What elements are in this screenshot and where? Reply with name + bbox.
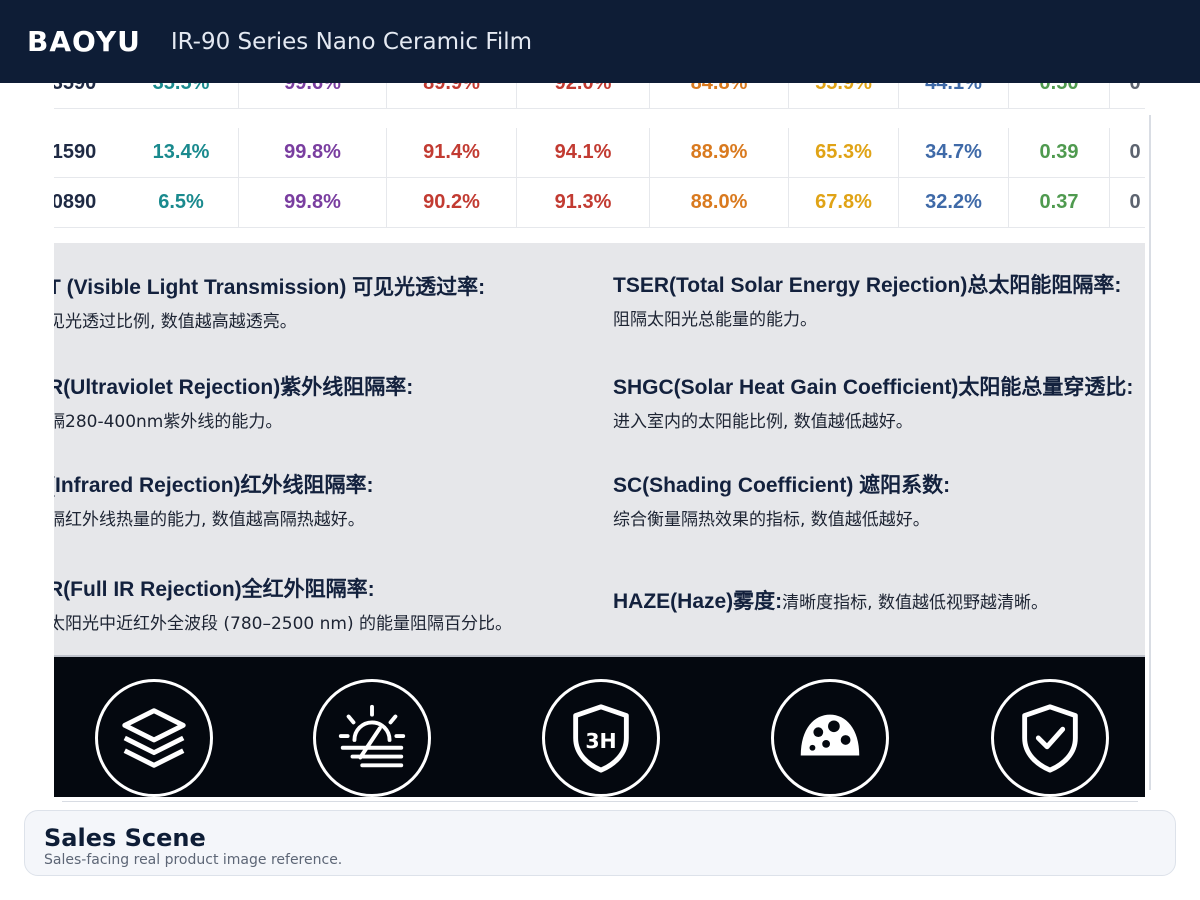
definition-desc: 进入室内的太阳能比例, 数值越低越好。	[613, 412, 913, 432]
definition-tser: TSER(Total Solar Energy Rejection)总太阳能阻隔…	[613, 269, 1121, 330]
definition-uvr: R(Ultraviolet Rejection)紫外线阻隔率: 隔280-400…	[54, 371, 413, 432]
table-cell: 84.8%	[650, 83, 789, 108]
table-cell: 91.4%	[387, 128, 517, 177]
app-header: BAOYU IR-90 Series Nano Ceramic Film	[0, 0, 1200, 83]
table-row: 1590 13.4% 99.8% 91.4% 94.1% 88.9% 65.3%…	[54, 128, 1145, 178]
product-image: 3590 35.5% 99.6% 89.9% 92.0% 84.8% 55.9%…	[54, 83, 1145, 797]
definition-desc: 隔280-400nm紫外线的能力。	[54, 412, 283, 432]
page-title: IR-90 Series Nano Ceramic Film	[170, 28, 533, 55]
model-cell: 1590	[54, 141, 97, 163]
caption-card: Sales Scene Sales-facing real product im…	[24, 810, 1176, 876]
definition-sc: SC(Shading Coefficient) 遮阳系数: 综合衡量隔热效果的指…	[613, 469, 950, 530]
table-cell: 13.4%	[124, 128, 239, 177]
table-cell: 91.3%	[517, 178, 650, 227]
table-cell: 90.2%	[387, 178, 517, 227]
definition-haze: HAZE(Haze)雾度:清晰度指标, 数值越低视野越清晰。	[613, 585, 1048, 615]
caption-subtitle: Sales-facing real product image referenc…	[44, 852, 343, 868]
table-cell: 88.0%	[650, 178, 789, 227]
table-cell: 35.5%	[124, 83, 239, 108]
table-cell: 0	[1129, 141, 1141, 163]
definition-shgc: SHGC(Solar Heat Gain Coefficient)太阳能总量穿透…	[613, 371, 1133, 432]
definition-title: R(Full IR Rejection)全红外阻隔率:	[54, 578, 375, 601]
table-cell: 67.8%	[789, 178, 899, 227]
divider	[62, 801, 1138, 802]
definition-title: (Infrared Rejection)红外线阻隔率:	[54, 474, 374, 497]
table-cell: 99.8%	[239, 178, 387, 227]
table-cell: 44.1%	[899, 83, 1009, 108]
table-cell: 99.8%	[239, 128, 387, 177]
definition-desc: 见光透过比例, 数值越高越透亮。	[54, 312, 297, 332]
definition-title: R(Ultraviolet Rejection)紫外线阻隔率:	[54, 376, 414, 399]
feature-icon-strip: 3H	[54, 657, 1145, 797]
table-cell: 92.0%	[517, 83, 650, 108]
table-cell: 0.39	[1009, 128, 1110, 177]
table-cell: 0.37	[1009, 178, 1110, 227]
caption-title: Sales Scene	[44, 824, 206, 852]
table-row: 3590 35.5% 99.6% 89.9% 92.0% 84.8% 55.9%…	[54, 83, 1145, 109]
table-cell: 55.9%	[789, 83, 899, 108]
table-cell: 32.2%	[899, 178, 1009, 227]
shield-check-icon	[991, 679, 1109, 797]
table-cell: 6.5%	[124, 178, 239, 227]
heat-map-icon	[771, 679, 889, 797]
definitions-panel: T (Visible Light Transmission) 可见光透过率: 见…	[54, 243, 1145, 657]
definition-title: T (Visible Light Transmission) 可见光透过率:	[54, 276, 486, 299]
table-cell: 0	[1129, 191, 1141, 213]
spec-table: 3590 35.5% 99.6% 89.9% 92.0% 84.8% 55.9%…	[54, 83, 1145, 243]
definition-title: HAZE(Haze)雾度:	[613, 590, 783, 613]
table-cell: 65.3%	[789, 128, 899, 177]
table-cell: 99.6%	[239, 83, 387, 108]
layers-icon	[95, 679, 213, 797]
shield-3h-label: 3H	[585, 729, 616, 753]
definition-desc: 综合衡量隔热效果的指标, 数值越低越好。	[613, 510, 930, 530]
table-cell: 0.50	[1009, 83, 1110, 108]
table-cell: 88.9%	[650, 128, 789, 177]
definition-desc: 阻隔太阳光总能量的能力。	[613, 310, 817, 330]
definition-title: SC(Shading Coefficient) 遮阳系数:	[613, 474, 951, 497]
definition-desc: 隔红外线热量的能力, 数值越高隔热越好。	[54, 510, 365, 530]
brand-logo: BAOYU	[27, 25, 141, 58]
definition-desc: 清晰度指标, 数值越低视野越清晰。	[782, 593, 1048, 613]
table-cell: 94.1%	[517, 128, 650, 177]
definition-title: TSER(Total Solar Energy Rejection)总太阳能阻隔…	[613, 274, 1122, 297]
definition-desc: 太阳光中近红外全波段 (780–2500 nm) 的能量阻隔百分比。	[54, 614, 513, 634]
table-cell: 34.7%	[899, 128, 1009, 177]
model-cell: 3590	[54, 83, 97, 94]
model-cell: 0890	[54, 191, 97, 213]
definition-irr: (Infrared Rejection)红外线阻隔率: 隔红外线热量的能力, 数…	[54, 469, 374, 530]
image-frame-edge	[1149, 115, 1151, 790]
table-row: 0890 6.5% 99.8% 90.2% 91.3% 88.0% 67.8% …	[54, 178, 1145, 228]
definition-vlt: T (Visible Light Transmission) 可见光透过率: 见…	[54, 271, 485, 332]
shield-3h-icon: 3H	[542, 679, 660, 797]
table-cell: 0	[1129, 83, 1141, 94]
definition-title: SHGC(Solar Heat Gain Coefficient)太阳能总量穿透…	[613, 376, 1134, 399]
sun-heat-icon	[313, 679, 431, 797]
table-cell: 89.9%	[387, 83, 517, 108]
definition-full-irr: R(Full IR Rejection)全红外阻隔率: 太阳光中近红外全波段 (…	[54, 573, 512, 634]
